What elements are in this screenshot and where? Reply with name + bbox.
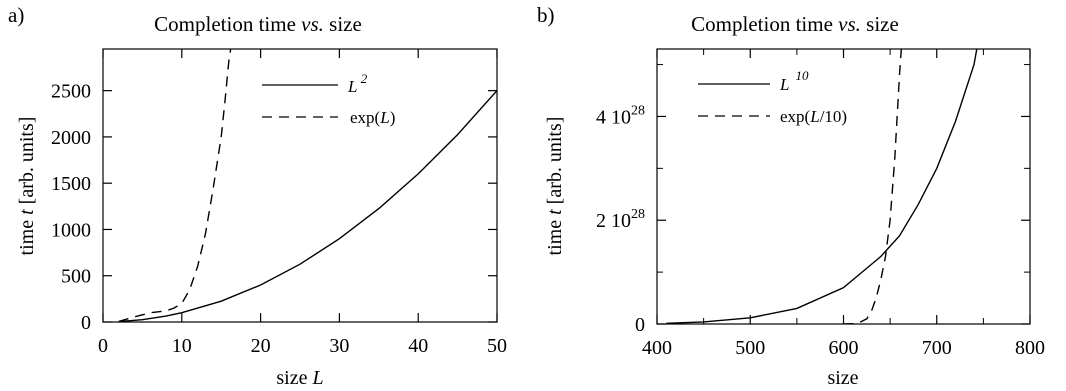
panel-a-plot-frame	[102, 48, 498, 323]
y-tick-label: 0	[635, 314, 645, 336]
panel-b-y-ticks: 0 2 1028 4 1028	[596, 64, 1030, 336]
y-tick-label: 4 1028	[596, 103, 645, 128]
dashed-series-line	[843, 49, 902, 324]
dashed-series-line	[118, 49, 232, 322]
panel-b-legend-series-2: exp(L/10)	[780, 107, 847, 126]
panel-a-y-axis-label: time t [arb. units]	[16, 117, 38, 256]
panel-b-x-axis-label: size	[827, 367, 858, 389]
panel-b: b) Completion time vs. size 400 500 600 700…	[537, 3, 1045, 389]
panel-a-legend-series-2: exp(L)	[350, 108, 395, 127]
x-tick-label: 700	[922, 337, 952, 359]
panel-a-label: a)	[8, 3, 24, 27]
x-tick-label: 0	[98, 335, 108, 357]
panel-b-label: b)	[537, 3, 555, 27]
x-tick-label: 600	[829, 337, 859, 359]
panel-a-legend-series-1: L 2	[347, 71, 368, 96]
panel-a-series	[118, 49, 497, 322]
panel-a-x-axis-label: size L	[276, 367, 323, 389]
x-tick-label: 20	[251, 335, 271, 357]
x-tick-label: 400	[642, 337, 672, 359]
panel-b-legend: L 10 exp(L/10)	[698, 68, 847, 126]
x-tick-label: 800	[1015, 337, 1045, 359]
panel-b-title: Completion time vs. size	[691, 12, 899, 36]
x-tick-label: 50	[487, 335, 507, 357]
panel-b-y-axis-label: time t [arb. units]	[544, 117, 566, 256]
x-tick-label: 30	[329, 335, 349, 357]
panel-b-plot-frame	[656, 48, 1031, 325]
x-tick-label: 10	[172, 335, 192, 357]
panel-a-y-ticks: 0 500 1000 1500 2000 2500	[51, 81, 497, 334]
panel-a-x-ticks: 0 10 20 30 40 50	[98, 49, 507, 357]
y-tick-label: 500	[61, 266, 91, 288]
panel-a: a) Completion time vs. size 0 10 20 30 40 50 …	[8, 3, 507, 389]
y-tick-label: 0	[81, 312, 91, 334]
y-tick-label: 2000	[51, 127, 91, 149]
x-tick-label: 40	[408, 335, 428, 357]
y-tick-label: 2 1028	[596, 207, 645, 232]
y-tick-label: 1500	[51, 173, 91, 195]
solid-series-line	[666, 49, 978, 324]
panel-a-title: Completion time vs. size	[154, 12, 362, 36]
x-tick-label: 500	[735, 337, 765, 359]
panel-a-legend: L 2 exp(L)	[262, 71, 395, 127]
solid-series-line	[118, 90, 497, 322]
y-tick-label: 1000	[51, 219, 91, 241]
panel-b-series	[666, 49, 978, 324]
panel-b-x-ticks: 400 500 600 700 800	[642, 49, 1045, 359]
y-tick-label: 2500	[51, 81, 91, 103]
panel-b-legend-series-1: L 10	[779, 68, 809, 94]
